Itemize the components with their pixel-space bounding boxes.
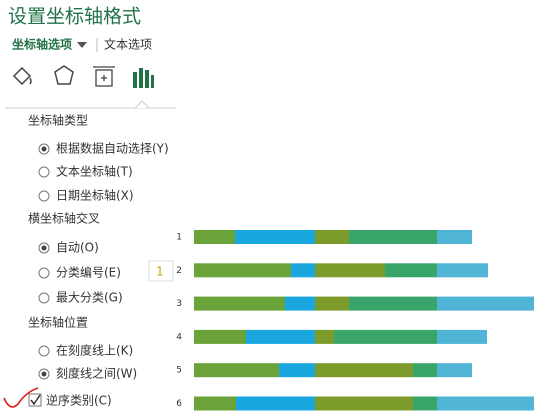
radio[interactable]	[38, 166, 50, 178]
icon-fill[interactable]	[12, 66, 32, 86]
y-tick-label: 2	[176, 266, 182, 276]
bar-segment	[235, 230, 315, 244]
bar-segment	[236, 396, 315, 411]
bar-segment	[334, 329, 437, 344]
checkbox-tick	[30, 394, 41, 406]
bar-segment	[437, 296, 534, 311]
bar-segment	[315, 396, 413, 411]
radio[interactable]	[38, 345, 50, 357]
dropdown-arrow[interactable]	[77, 42, 87, 48]
bar-segment	[194, 230, 235, 244]
bar-segment	[437, 263, 488, 278]
y-tick-label: 1	[176, 233, 182, 243]
bar-segment	[437, 363, 472, 378]
icon-size[interactable]	[93, 66, 115, 87]
radio-label[interactable]: 根据数据自动选择(Y)	[56, 141, 169, 156]
checkbox-label[interactable]: 逆序类别(C)	[46, 393, 112, 408]
section-heading: 横坐标轴交叉	[28, 211, 100, 226]
radio-label[interactable]: 最大分类(G)	[56, 291, 123, 305]
bar-segment	[413, 363, 437, 378]
tab-text-options[interactable]: 文本选项	[104, 37, 152, 52]
radio-dot	[41, 371, 47, 377]
bar-segment	[246, 329, 315, 344]
y-tick-label: 3	[176, 299, 182, 309]
bar-segment	[315, 363, 413, 378]
radio-dot	[41, 245, 47, 251]
section-heading: 坐标轴位置	[28, 315, 88, 330]
bar-segment	[437, 396, 534, 411]
radio-label[interactable]: 在刻度线上(K)	[56, 343, 133, 358]
bar-segment	[437, 329, 487, 344]
bar-segment	[349, 296, 437, 311]
bar-segment	[385, 263, 437, 278]
bar-segment	[315, 263, 385, 278]
tab-axis-options[interactable]: 坐标轴选项	[12, 37, 72, 52]
radio-label[interactable]: 日期坐标轴(X)	[56, 188, 134, 203]
bar-segment	[194, 329, 246, 344]
radio-dot	[41, 146, 47, 152]
red-annotation	[3, 387, 39, 408]
radio-label[interactable]: 刻度线之间(W)	[56, 366, 137, 381]
bar-segment	[315, 230, 349, 244]
bar-segment	[413, 396, 437, 411]
radio-label[interactable]: 自动(O)	[56, 241, 99, 255]
y-tick-label: 5	[176, 366, 182, 376]
bar-segment	[315, 296, 349, 311]
bar-segment	[279, 363, 315, 378]
bar-segment	[194, 263, 291, 278]
bar-segment	[194, 396, 236, 411]
bar-segment	[437, 230, 472, 244]
radio[interactable]	[38, 292, 50, 304]
y-tick-label: 4	[176, 332, 182, 342]
radio-label[interactable]: 文本坐标轴(T)	[56, 164, 133, 179]
bar-segment	[285, 296, 315, 311]
number-input[interactable]	[148, 260, 174, 282]
y-tick-label: 6	[176, 399, 182, 409]
active-tab-pointer	[134, 100, 150, 109]
radio[interactable]	[38, 267, 50, 279]
radio[interactable]	[38, 190, 50, 202]
bar-segment	[194, 296, 285, 311]
radio-label[interactable]: 分类编号(E)	[56, 265, 121, 280]
bar-segment	[291, 263, 315, 278]
icon-axis-options[interactable]	[133, 68, 154, 88]
number-input-value: 1	[156, 265, 164, 279]
bar-segment	[194, 363, 279, 378]
icon-effects[interactable]	[54, 65, 74, 85]
pane-title: 设置坐标轴格式	[8, 6, 141, 28]
section-heading: 坐标轴类型	[28, 113, 88, 128]
bar-segment	[315, 329, 334, 344]
bar-segment	[349, 230, 437, 244]
